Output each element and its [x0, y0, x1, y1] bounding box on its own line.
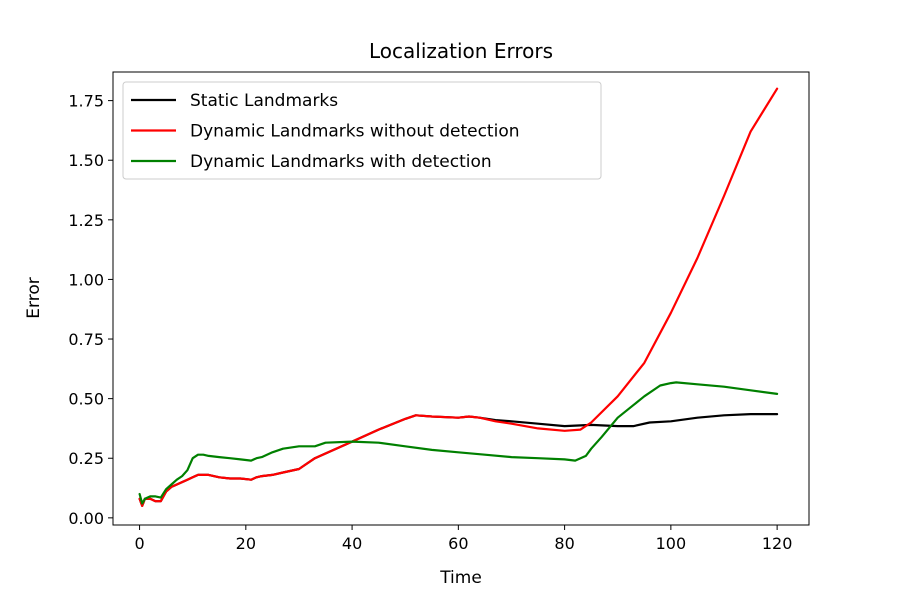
x-tick-label: 80: [554, 534, 574, 553]
x-tick-label: 120: [762, 534, 793, 553]
y-tick-label: 0.75: [68, 330, 104, 349]
y-tick-label: 0.25: [68, 449, 104, 468]
series-line-static-landmarks: [138, 413, 779, 507]
x-tick-label: 100: [656, 534, 687, 553]
chart-title: Localization Errors: [369, 39, 553, 63]
y-axis: 0.00 0.25 0.50 0.75 1.00 1.25 1.50 1.75: [68, 92, 113, 528]
series-group: [138, 87, 779, 507]
x-tick-label: 60: [448, 534, 468, 553]
y-axis-label: Error: [24, 277, 44, 318]
y-tick-label: 1.25: [68, 211, 104, 230]
legend: Static Landmarks Dynamic Landmarks withou…: [122, 81, 602, 180]
y-tick-label: 1.00: [68, 270, 104, 289]
plot-area: [112, 71, 810, 526]
x-axis: 0 20 40 60 80 100 120: [134, 525, 792, 553]
plot-frame: [112, 71, 810, 526]
y-tick-label: 0.00: [68, 509, 104, 528]
legend-label: Dynamic Landmarks without detection: [190, 122, 520, 142]
legend-label: Static Landmarks: [190, 91, 338, 111]
legend-box: [122, 81, 602, 180]
y-tick-label: 1.75: [68, 92, 104, 111]
y-tick-label: 0.50: [68, 390, 104, 409]
x-axis-label: Time: [439, 568, 482, 588]
x-tick-label: 0: [134, 534, 144, 553]
y-tick-label: 1.50: [68, 151, 104, 170]
x-tick-label: 40: [342, 534, 362, 553]
series-line-dynamic-landmarks-with-detection: [138, 381, 779, 505]
x-tick-label: 20: [236, 534, 256, 553]
legend-label: Dynamic Landmarks with detection: [190, 152, 492, 172]
series-line-dynamic-landmarks-without-detection: [138, 87, 779, 507]
